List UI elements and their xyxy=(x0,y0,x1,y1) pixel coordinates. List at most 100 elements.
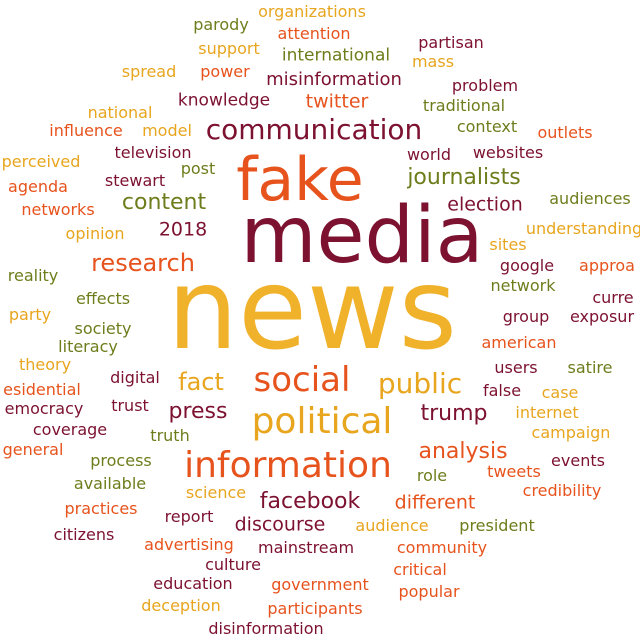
word-model: model xyxy=(142,121,192,140)
word-campaign: campaign xyxy=(531,423,611,442)
word-users: users xyxy=(494,358,538,377)
word-case: case xyxy=(541,383,579,402)
word-world: world xyxy=(406,145,452,164)
word-perceived: perceived xyxy=(1,152,81,171)
word-party: party xyxy=(8,305,52,324)
word-effects: effects xyxy=(75,289,131,308)
word-political: political xyxy=(251,401,393,442)
word-democracy: emocracy xyxy=(4,399,84,418)
word-available: available xyxy=(73,474,147,493)
word-knowledge: knowledge xyxy=(177,90,271,111)
word-media: media xyxy=(240,191,484,281)
word-social: social xyxy=(253,360,351,400)
word-facebook: facebook xyxy=(259,489,361,514)
word-fact: fact xyxy=(178,368,224,396)
word-presidential: esidential xyxy=(3,380,81,399)
word-research: research xyxy=(91,249,195,277)
word-citizens: citizens xyxy=(53,525,115,544)
word-agenda: agenda xyxy=(8,177,68,196)
word-communication: communication xyxy=(205,113,423,146)
word-practices: practices xyxy=(64,499,138,518)
word-disinformation: disinformation xyxy=(208,619,324,638)
word-credibility: credibility xyxy=(522,481,602,500)
word-tweets: tweets xyxy=(487,462,541,481)
word-support: support xyxy=(198,39,260,58)
word-election: election xyxy=(447,193,523,216)
word-literacy: literacy xyxy=(58,337,118,356)
word-satire: satire xyxy=(567,358,613,377)
word-theory: theory xyxy=(18,355,72,374)
word-audiences: audiences xyxy=(549,189,631,208)
word-public: public xyxy=(377,367,463,400)
word-discourse: discourse xyxy=(234,513,326,536)
word-president: president xyxy=(459,516,535,535)
word-partisan: partisan xyxy=(418,33,484,52)
word-spread: spread xyxy=(121,62,177,81)
word-content: content xyxy=(121,190,207,215)
word-reality: reality xyxy=(7,266,59,285)
word-twitter: twitter xyxy=(305,90,369,113)
word-critical: critical xyxy=(393,560,447,579)
word-mass: mass xyxy=(411,52,455,71)
word-popular: popular xyxy=(398,582,460,601)
word-truth: truth xyxy=(150,426,190,445)
word-traditional: traditional xyxy=(422,96,506,115)
word-network: network xyxy=(490,276,556,295)
word-events: events xyxy=(551,451,605,470)
word-google: google xyxy=(499,256,555,275)
word-internet: internet xyxy=(515,403,579,422)
word-stewart: stewart xyxy=(104,171,166,190)
word-advertising: advertising xyxy=(144,535,234,554)
word-parody: parody xyxy=(193,15,249,34)
word-information: information xyxy=(184,445,392,486)
word-false: false xyxy=(482,381,522,400)
word-approach: approa xyxy=(579,256,635,275)
word-group: group xyxy=(502,307,550,326)
word-television: television xyxy=(114,143,192,162)
word-trump: trump xyxy=(420,401,488,426)
word-websites: websites xyxy=(472,143,544,162)
word-networks: networks xyxy=(21,200,95,219)
word-journalists: journalists xyxy=(407,165,521,190)
word-digital: digital xyxy=(110,368,160,387)
word-organizations: organizations xyxy=(258,2,366,21)
word-2018: 2018 xyxy=(158,218,208,241)
word-opinion: opinion xyxy=(65,224,125,243)
word-post: post xyxy=(180,159,216,178)
word-current: curre xyxy=(592,288,634,307)
word-understanding: understanding xyxy=(525,219,640,238)
word-different: different xyxy=(394,491,476,514)
word-attention: attention xyxy=(277,24,351,43)
word-press: press xyxy=(168,399,228,424)
word-society: society xyxy=(74,319,132,338)
word-general: general xyxy=(2,440,64,459)
word-mainstream: mainstream xyxy=(257,538,355,557)
word-outlets: outlets xyxy=(537,123,593,142)
word-report: report xyxy=(164,507,214,526)
word-trust: trust xyxy=(111,396,149,415)
word-american: american xyxy=(481,333,557,352)
word-power: power xyxy=(200,62,250,81)
word-international: international xyxy=(281,45,391,66)
word-problem: problem xyxy=(451,76,519,95)
word-community: community xyxy=(396,538,488,557)
word-deception: deception xyxy=(141,596,221,615)
word-coverage: coverage xyxy=(32,420,108,439)
word-education: education xyxy=(153,574,233,593)
word-misinformation: misinformation xyxy=(266,69,402,90)
word-culture: culture xyxy=(205,555,261,574)
word-influence: influence xyxy=(49,121,123,140)
word-audience: audience xyxy=(355,516,429,535)
word-national: national xyxy=(87,103,153,122)
word-participants: participants xyxy=(267,599,363,618)
word-context: context xyxy=(456,117,518,136)
word-process: process xyxy=(90,451,152,470)
word-government: government xyxy=(271,575,369,594)
word-exposure: exposur xyxy=(569,307,635,326)
word-science: science xyxy=(185,483,247,502)
word-analysis: analysis xyxy=(418,439,508,464)
word-fake: fake xyxy=(236,145,364,215)
word-role: role xyxy=(416,466,448,485)
word-news: news xyxy=(167,245,457,375)
